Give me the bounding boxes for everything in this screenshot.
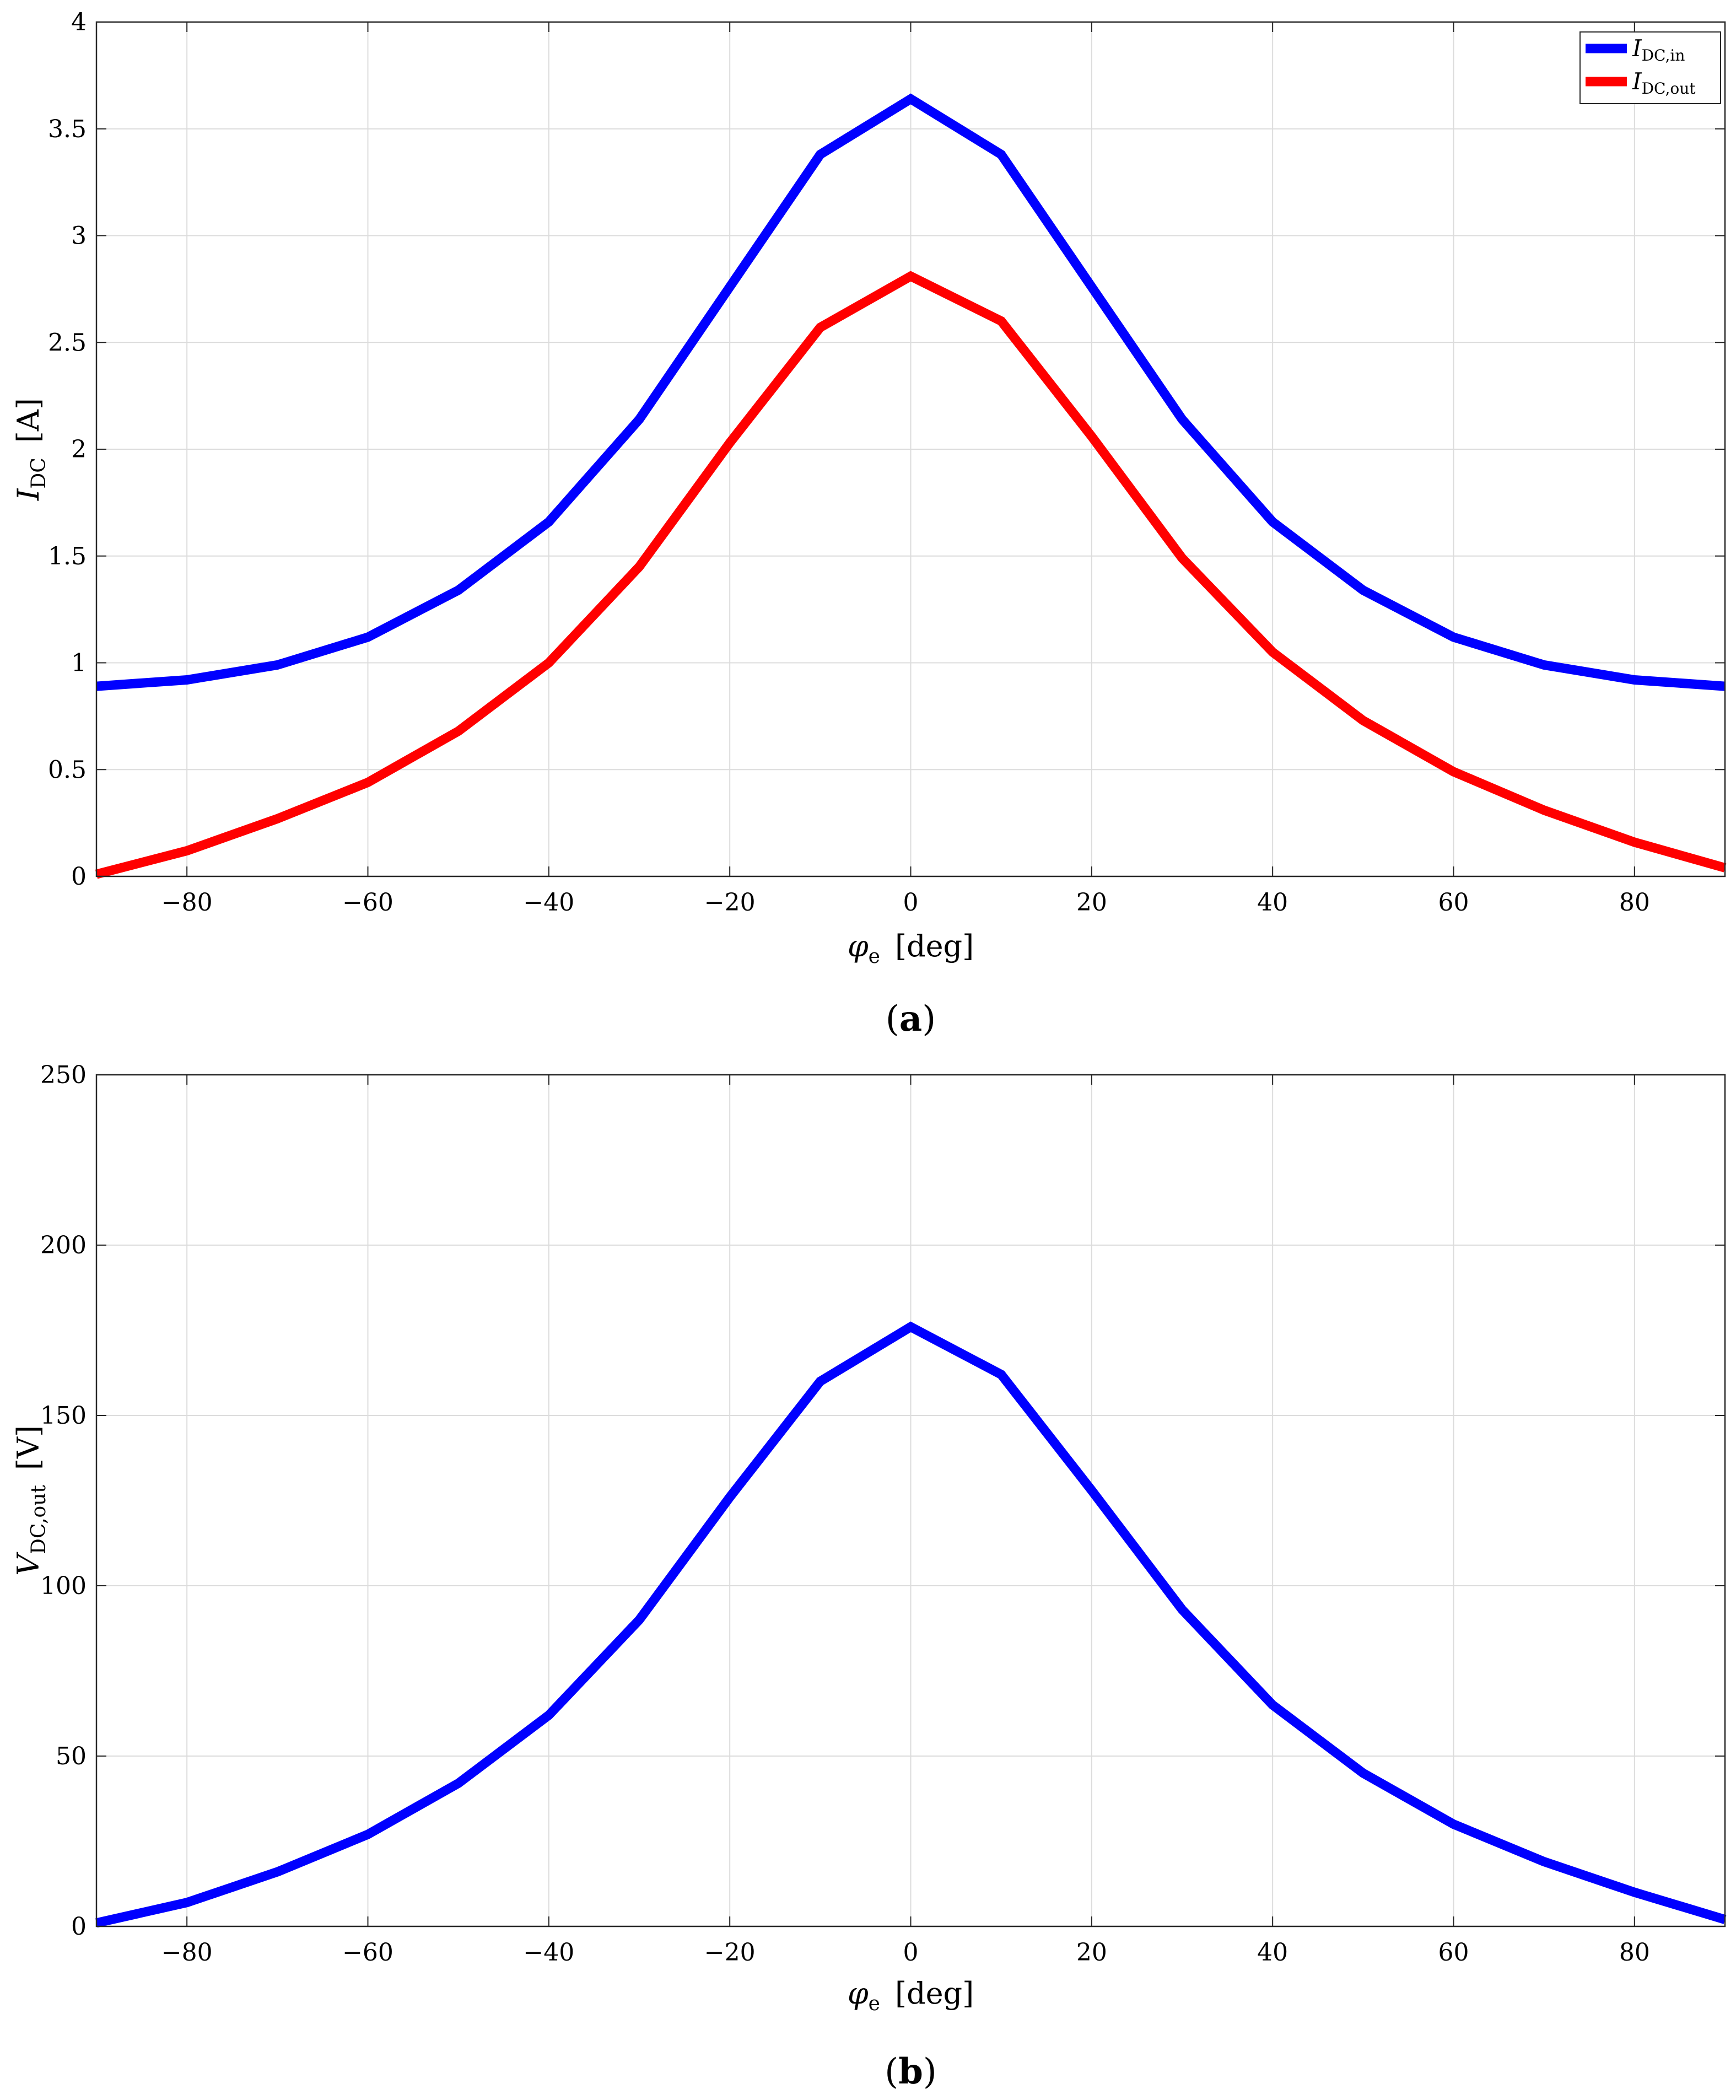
legend: IDC,in IDC,out <box>1579 31 1721 104</box>
x-tick-label: 40 <box>1257 889 1288 917</box>
x-tick-label: −60 <box>342 889 393 917</box>
x-tick-label: −80 <box>161 889 213 917</box>
y-tick-label: 250 <box>40 1061 87 1089</box>
y-tick-label: 2.5 <box>48 329 87 357</box>
y-tick-label: 150 <box>40 1402 87 1430</box>
x-tick-label: 0 <box>903 1939 919 1967</box>
y-tick-label: 0 <box>71 863 87 891</box>
x-tick-label: −20 <box>704 889 756 917</box>
axes-frame <box>95 21 1726 877</box>
y-tick-label: 3 <box>71 222 87 250</box>
y-axis-label: VDC,out [V] <box>11 1425 50 1576</box>
x-axis-label: φe [deg] <box>848 1976 974 2015</box>
y-tick-label: 3.5 <box>48 115 87 143</box>
x-tick-label: −40 <box>523 889 574 917</box>
y-tick-label: 50 <box>56 1742 87 1770</box>
panel-label: (b) <box>885 2051 937 2092</box>
x-tick-label: −40 <box>523 1939 574 1967</box>
y-axis-label: IDC [A] <box>11 398 50 501</box>
x-tick-label: 0 <box>903 889 919 917</box>
chart-panel-a: −80 −60 −40 −20 0 20 40 60 80 0 0.5 1 1.5 2 2.5 3 3.5 4 φe… <box>11 8 1727 1040</box>
axes-frame <box>95 1074 1726 1927</box>
legend-label-2: IDC,out <box>1632 68 1696 98</box>
x-tick-label: 80 <box>1619 889 1650 917</box>
y-tick-label: 1 <box>71 649 87 677</box>
y-tick-label: 200 <box>40 1231 87 1259</box>
x-tick-label: 60 <box>1438 1939 1469 1967</box>
x-tick-label: −80 <box>161 1939 213 1967</box>
y-tick-label: 100 <box>40 1572 87 1600</box>
y-tick-label: 0 <box>71 1913 87 1941</box>
x-tick-label: 20 <box>1076 1939 1107 1967</box>
x-axis-label: φe [deg] <box>848 929 974 968</box>
y-tick-label: 2 <box>71 435 87 464</box>
x-tick-label: −60 <box>342 1939 393 1967</box>
x-tick-label: 20 <box>1076 889 1107 917</box>
y-tick-label: 0.5 <box>48 756 87 784</box>
x-tick-label: −20 <box>704 1939 756 1967</box>
x-tick-label: 40 <box>1257 1939 1288 1967</box>
x-tick-label: 60 <box>1438 889 1469 917</box>
panel-label: (a) <box>886 998 936 1040</box>
y-tick-label: 4 <box>71 8 87 36</box>
y-tick-label: 1.5 <box>48 542 87 570</box>
chart-panel-b: −80 −60 −40 −20 0 20 40 60 80 0 50 100 150 200 250 φe [… <box>11 1061 1727 2092</box>
x-tick-label: 80 <box>1619 1939 1650 1967</box>
legend-label-1: IDC,in <box>1632 35 1685 64</box>
